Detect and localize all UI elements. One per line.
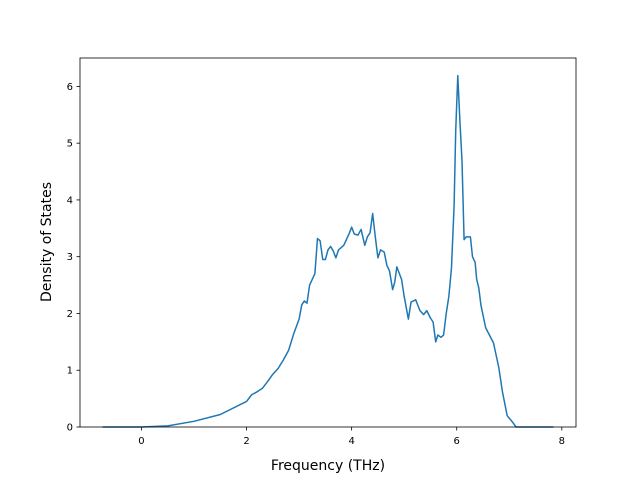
y-tick-label: 1 — [67, 366, 73, 377]
x-tick-label: 0 — [138, 436, 144, 447]
y-tick-label: 6 — [67, 82, 73, 93]
line — [102, 74, 554, 428]
y-tick-label: 4 — [67, 195, 73, 206]
y-tick-label: 3 — [67, 252, 73, 263]
x-tick-label: 8 — [559, 436, 565, 447]
x-axis-label: Frequency (THz) — [271, 458, 385, 474]
y-tick-label: 2 — [67, 309, 73, 320]
y-tick-label: 5 — [67, 139, 73, 150]
y-axis-label: Density of States — [39, 182, 55, 302]
y-tick-label: 0 — [67, 423, 73, 434]
x-tick-label: 6 — [454, 436, 460, 447]
x-tick-label: 2 — [243, 436, 249, 447]
plot-frame — [79, 57, 577, 428]
x-tick-label: 4 — [348, 436, 354, 447]
